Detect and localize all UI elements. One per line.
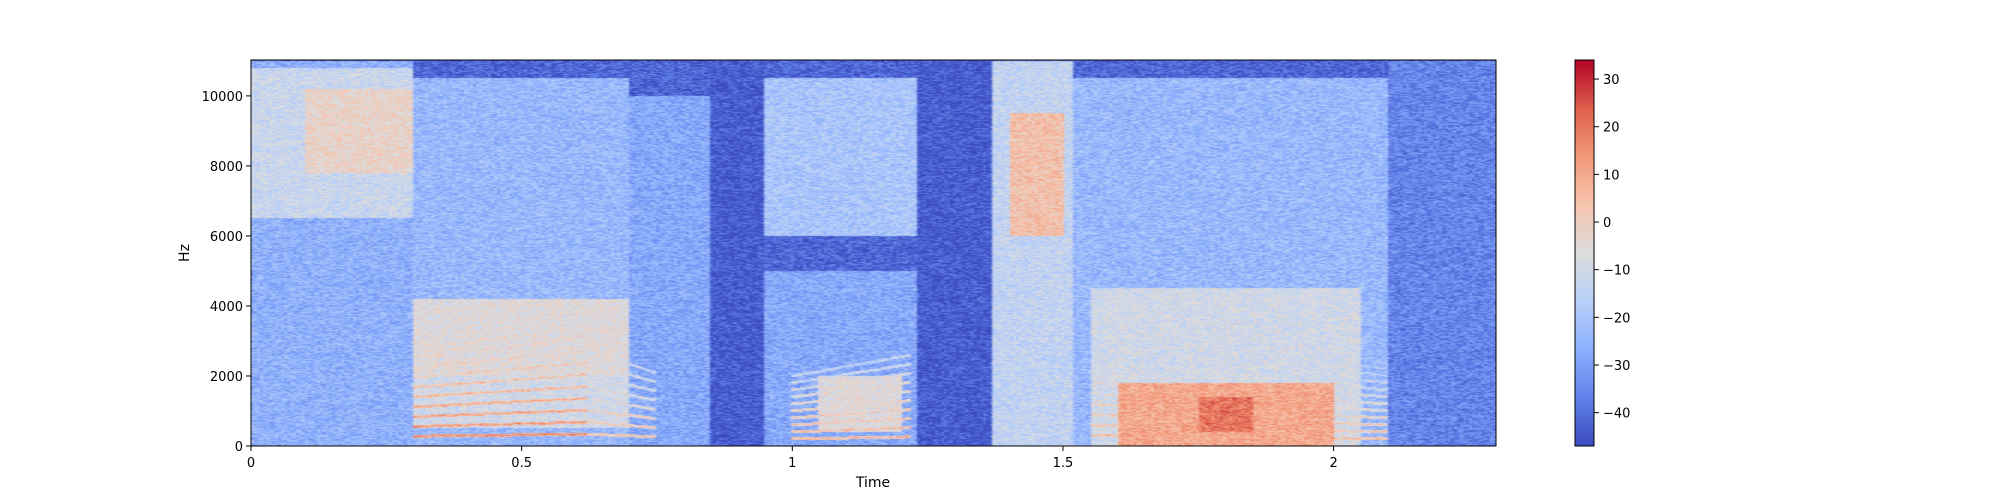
x-tick-label: 2: [1329, 456, 1337, 471]
spectrogram-image: [251, 60, 1496, 446]
y-axis-label: Hz: [177, 244, 193, 262]
x-axis-ticks: 0 0.5 1 1.5 2: [247, 446, 1338, 471]
plot-frame: [250, 59, 1497, 447]
x-tick-label: 0: [247, 456, 255, 471]
colorbar-frame: [1574, 59, 1595, 447]
colorbar-tick-label: 30: [1603, 73, 1620, 88]
colorbar-tick-label: 10: [1603, 168, 1620, 183]
y-axis-ticks: 0 2000 4000 6000 8000 10000: [202, 90, 251, 455]
colorbar-ticks: 30 20 10 0 −10 −20 −30 −40: [1594, 73, 1630, 422]
y-tick-label: 4000: [210, 300, 243, 315]
x-tick-label: 0.5: [511, 456, 532, 471]
colorbar-tick-label: −20: [1603, 311, 1630, 326]
y-tick-label: 8000: [210, 160, 243, 175]
colorbar-gradient: [1575, 60, 1594, 446]
x-axis-label: Time: [855, 475, 890, 491]
x-tick-label: 1: [788, 456, 796, 471]
colorbar-tick-label: 0: [1603, 216, 1611, 231]
y-tick-label: 6000: [210, 230, 243, 245]
colorbar-tick-label: −40: [1603, 407, 1630, 422]
y-tick-label: 0: [235, 440, 243, 455]
x-tick-label: 1.5: [1053, 456, 1074, 471]
colorbar-tick-label: −10: [1603, 264, 1630, 279]
y-tick-label: 2000: [210, 370, 243, 385]
y-tick-label: 10000: [202, 90, 243, 105]
colorbar-tick-label: 20: [1603, 121, 1620, 136]
colorbar-tick-label: −30: [1603, 359, 1630, 374]
